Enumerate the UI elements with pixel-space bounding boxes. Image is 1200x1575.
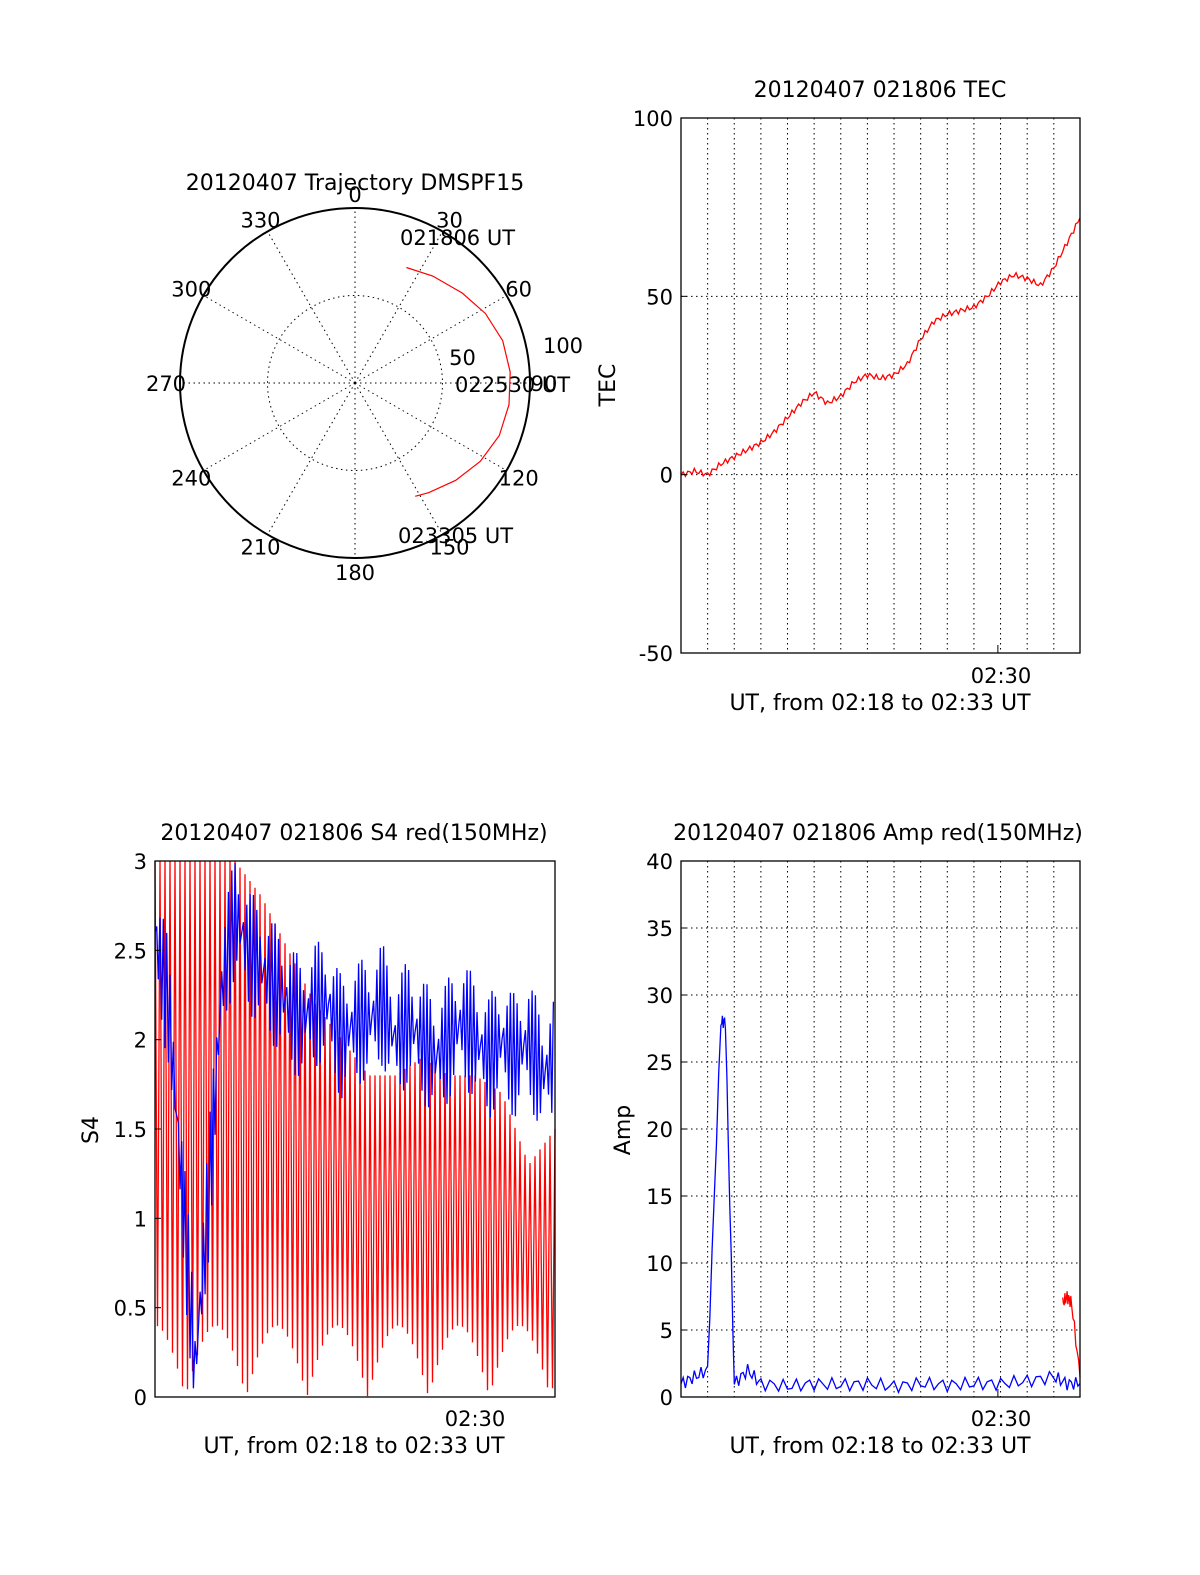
polar-labels: 0 30 60 90 120 150 180 210 240 270 300 330 50 100 [146, 183, 583, 585]
amp-xlabel: UT, from 02:18 to 02:33 UT [729, 1434, 1031, 1459]
trajectory-title: 20120407 Trajectory DMSPF15 [186, 171, 524, 196]
y-tick-label: 20 [646, 1118, 673, 1142]
polar-angle-label: 30 [436, 208, 463, 232]
y-tick-label: 5 [660, 1319, 673, 1343]
tec-xlabel: UT, from 02:18 to 02:33 UT [729, 691, 1031, 716]
y-tick-label: 25 [646, 1051, 673, 1075]
tec-panel: 20120407 021806 TEC 100 50 0 -50 02:30 UT, … [596, 78, 1081, 716]
tec-ylabel: TEC [596, 364, 621, 408]
y-tick-label: -50 [639, 642, 673, 666]
red-series-line [680, 217, 1081, 478]
s4-series [154, 860, 556, 1397]
polar-angle-label: 90 [531, 372, 558, 396]
polar-outer-circle [179, 207, 531, 559]
polar-angle-label: 300 [171, 278, 211, 302]
polar-spoke [354, 295, 507, 384]
trajectory-panel: 20120407 Trajectory DMSPF15 0 30 60 90 120 15… [146, 171, 583, 585]
s4-xlabel: UT, from 02:18 to 02:33 UT [203, 1434, 505, 1459]
polar-spoke [354, 382, 507, 471]
y-tick-label: 1.5 [114, 1118, 147, 1142]
amp-grid [681, 860, 1080, 1398]
blue-series-line [680, 1015, 1081, 1395]
y-tick-label: 2.5 [114, 939, 147, 963]
tec-y-ticks: 100 50 0 -50 [633, 107, 999, 666]
polar-spoke [203, 295, 356, 384]
y-tick-label: 3 [134, 850, 147, 874]
polar-inner-circle [267, 295, 443, 471]
y-tick-label: 50 [646, 285, 673, 309]
tec-x-tick: 02:30 [971, 664, 1032, 688]
tec-series [680, 217, 1081, 478]
tec-grid [681, 117, 1080, 654]
y-tick-label: 100 [633, 107, 673, 131]
y-tick-label: 0 [660, 464, 673, 488]
blue-series-line [154, 862, 555, 1389]
s4-x-tick: 02:30 [445, 1407, 506, 1431]
y-tick-label: 2 [134, 1029, 147, 1053]
y-tick-label: 30 [646, 984, 673, 1008]
amp-x-tick: 02:30 [971, 1407, 1032, 1431]
y-tick-label: 0 [660, 1386, 673, 1410]
polar-spoke [354, 231, 443, 384]
y-tick-label: 40 [646, 850, 673, 874]
polar-angle-label: 0 [348, 183, 361, 207]
trajectory-mid-label: 022530 UT [455, 373, 570, 397]
amp-series [680, 1015, 1081, 1395]
tec-frame [680, 117, 1081, 654]
polar-angle-label: 60 [505, 278, 532, 302]
polar-angle-label: 270 [146, 372, 186, 396]
amp-frame [680, 860, 1081, 1398]
polar-angle-label: 330 [240, 208, 280, 232]
s4-title: 20120407 021806 S4 red(150MHz) [160, 821, 547, 846]
y-tick-label: 1 [134, 1207, 147, 1231]
polar-angle-label: 240 [171, 467, 211, 491]
red-series-line [154, 860, 556, 1397]
polar-radius-label: 50 [449, 346, 476, 370]
amp-panel: 20120407 021806 Amp red(150MHz) 40 35 30 25… [611, 821, 1083, 1459]
polar-spoke [267, 382, 356, 535]
polar-spoke [203, 382, 356, 471]
s4-y-ticks: 3 2.5 2 1.5 1 0.5 0 [114, 850, 161, 1410]
trajectory-start-label: 021806 UT [400, 226, 515, 250]
y-tick-label: 15 [646, 1185, 673, 1209]
s4-panel: 20120407 021806 S4 red(150MHz) 3 2.5 2 1.5 1… [79, 821, 556, 1459]
tec-title: 20120407 021806 TEC [754, 78, 1007, 103]
amp-ylabel: Amp [611, 1105, 636, 1155]
polar-radius-label: 100 [543, 334, 583, 358]
polar-angle-label: 120 [499, 467, 539, 491]
red-series-line [1062, 1291, 1081, 1377]
polar-trajectory [406, 266, 511, 497]
amp-title: 20120407 021806 Amp red(150MHz) [673, 821, 1083, 846]
y-tick-label: 35 [646, 917, 673, 941]
amp-y-ticks: 40 35 30 25 20 15 10 5 0 [646, 850, 999, 1410]
trajectory-end-label: 023305 UT [398, 524, 513, 548]
polar-spoke [267, 231, 356, 384]
y-tick-label: 10 [646, 1252, 673, 1276]
trajectory-line [406, 266, 511, 497]
y-tick-label: 0.5 [114, 1297, 147, 1321]
polar-angle-label: 210 [240, 536, 280, 560]
polar-angle-label: 180 [335, 561, 375, 585]
y-tick-label: 0 [134, 1386, 147, 1410]
polar-angle-label: 150 [429, 536, 469, 560]
s4-ylabel: S4 [79, 1116, 104, 1144]
polar-spoke [354, 382, 443, 535]
